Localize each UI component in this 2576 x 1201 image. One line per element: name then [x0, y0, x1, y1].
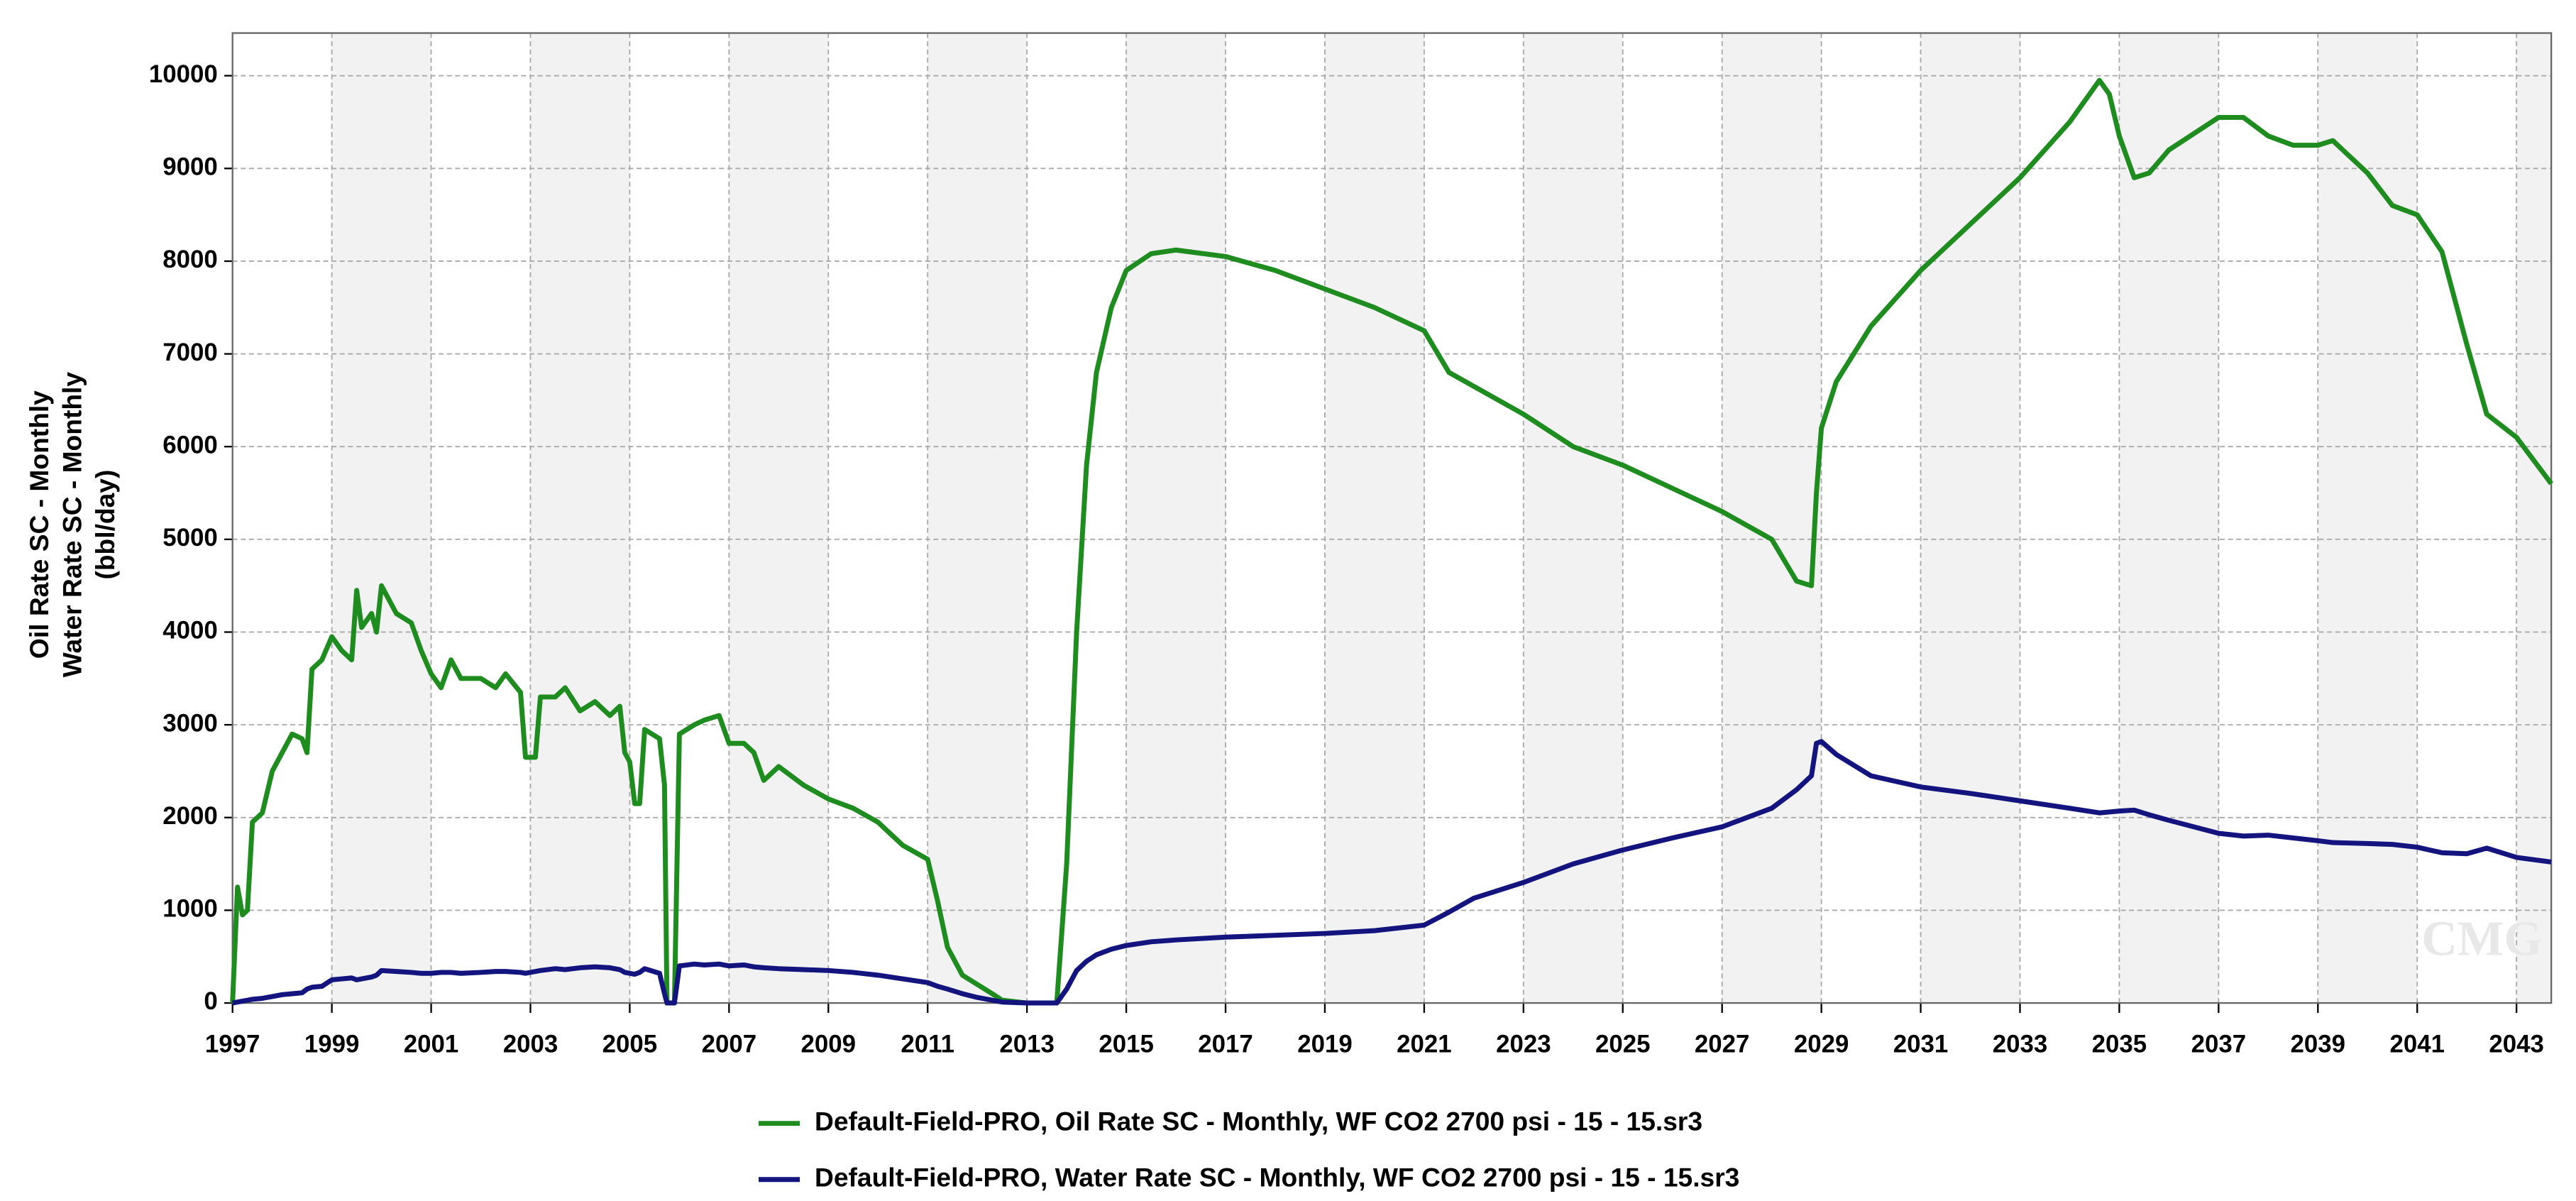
x-tick-label: 2001 [404, 1031, 459, 1058]
band [331, 33, 431, 1004]
y-tick-label: 5000 [163, 524, 218, 552]
y-tick-label: 6000 [163, 431, 218, 459]
x-tick-label: 2011 [901, 1031, 954, 1058]
x-tick-label: 2013 [999, 1031, 1055, 1058]
x-tick-label: 2023 [1496, 1031, 1551, 1058]
x-tick-label: 2003 [503, 1031, 558, 1058]
y-tick-label: 8000 [163, 246, 218, 273]
band [729, 33, 829, 1004]
band [1523, 33, 1623, 1004]
x-tick-label: 2043 [2489, 1031, 2544, 1058]
y-tick-label: 10000 [149, 60, 218, 88]
plot-frame [231, 32, 2553, 1004]
x-tick-label: 2039 [2291, 1031, 2346, 1058]
x-tick-label: 2033 [1993, 1031, 2048, 1058]
band [1126, 33, 1226, 1004]
band [2516, 33, 2552, 1004]
x-tick-label: 2005 [602, 1031, 658, 1058]
band [2318, 33, 2418, 1004]
y-tick-label: 0 [204, 987, 217, 1015]
y-axis-label: Water Rate SC - Monthly [57, 372, 87, 678]
band [1920, 33, 2020, 1004]
legend-label: Default-Field-PRO, Water Rate SC - Month… [815, 1163, 1739, 1192]
y-tick-label: 1000 [163, 895, 218, 923]
band [1324, 33, 1424, 1004]
band [928, 33, 1028, 1004]
x-tick-label: 2009 [801, 1031, 857, 1058]
watermark: CMG [2421, 911, 2542, 966]
x-tick-label: 2037 [2191, 1031, 2247, 1058]
y-axis-label: Oil Rate SC - Monthly [24, 390, 54, 659]
x-tick-label: 2029 [1794, 1031, 1849, 1058]
band [530, 33, 630, 1004]
x-tick-label: 2007 [702, 1031, 757, 1058]
x-tick-label: 2017 [1198, 1031, 1253, 1058]
x-tick-label: 2027 [1695, 1031, 1750, 1058]
y-tick-label: 3000 [163, 709, 218, 737]
x-tick-label: 2021 [1397, 1031, 1452, 1058]
y-tick-label: 4000 [163, 617, 218, 645]
x-tick-label: 2031 [1893, 1031, 1949, 1058]
legend-label: Default-Field-PRO, Oil Rate SC - Monthly… [815, 1107, 1702, 1136]
x-tick-label: 2035 [2092, 1031, 2147, 1058]
x-tick-label: 2025 [1595, 1031, 1651, 1058]
y-tick-label: 9000 [163, 153, 218, 180]
band [2119, 33, 2219, 1004]
x-tick-label: 2041 [2389, 1031, 2445, 1058]
y-tick-label: 7000 [163, 339, 218, 366]
line-series [232, 739, 2552, 1006]
x-tick-label: 2019 [1297, 1031, 1353, 1058]
y-axis-label: (bbl/day) [90, 470, 120, 580]
x-tick-label: 2015 [1099, 1031, 1154, 1058]
x-tick-label: 1999 [304, 1031, 360, 1058]
y-tick-label: 2000 [163, 802, 218, 830]
line-series [230, 77, 2553, 1006]
x-tick-label: 1997 [205, 1031, 260, 1058]
